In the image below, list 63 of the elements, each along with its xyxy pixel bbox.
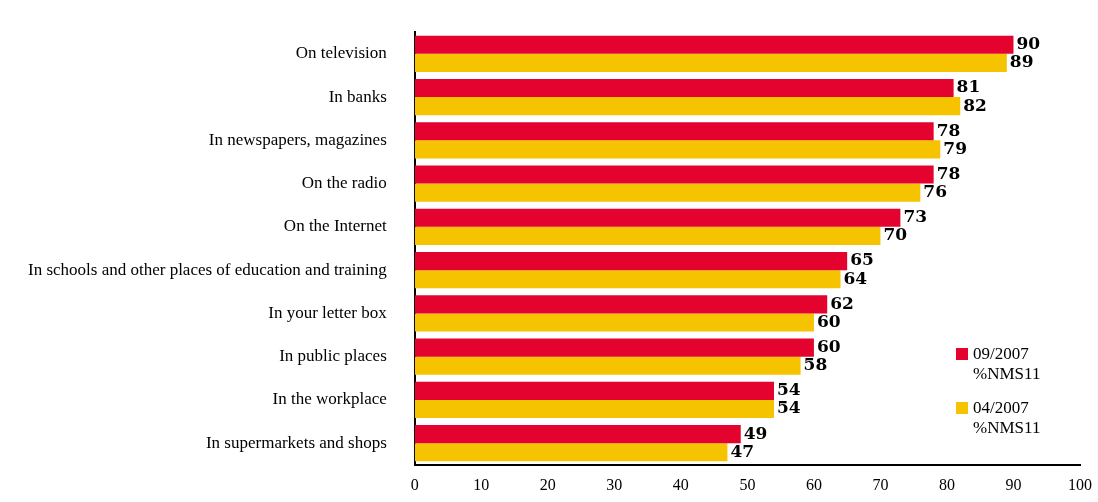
y-tick-label: On television xyxy=(295,43,388,63)
data-label: 58 xyxy=(803,354,828,375)
bar xyxy=(414,78,954,98)
bar xyxy=(414,226,881,246)
bar xyxy=(414,270,841,289)
data-label: 89 xyxy=(1009,51,1034,72)
x-tick-label: 50 xyxy=(739,475,756,493)
data-label: 81 xyxy=(956,76,981,97)
y-tick-label: In newspapers, magazines xyxy=(208,129,387,149)
data-label: 65 xyxy=(850,249,874,270)
x-tick-label: 30 xyxy=(606,475,623,493)
data-label: 78 xyxy=(936,119,961,140)
bar xyxy=(414,381,774,400)
data-label: 76 xyxy=(923,181,948,202)
data-label: 60 xyxy=(816,335,841,356)
y-tick-label: In schools and other places of education and training xyxy=(28,259,388,279)
bar xyxy=(414,338,814,357)
bar xyxy=(414,399,774,419)
data-label: 79 xyxy=(943,137,967,158)
data-label: 73 xyxy=(903,206,928,227)
y-tick-label: On the Internet xyxy=(283,216,388,236)
x-tick-label: 0 xyxy=(410,475,419,493)
data-label: 82 xyxy=(963,94,987,115)
data-label: 70 xyxy=(883,224,908,245)
bar xyxy=(414,122,934,141)
x-tick-label: 10 xyxy=(473,475,490,493)
data-label: 54 xyxy=(777,379,801,400)
bar xyxy=(414,443,728,462)
y-tick-label: In the workplace xyxy=(272,389,387,409)
x-tick-label: 70 xyxy=(872,475,889,493)
data-label: 49 xyxy=(743,422,768,443)
bar xyxy=(414,356,801,375)
data-label: 62 xyxy=(830,292,854,313)
bar xyxy=(414,165,934,184)
x-tick-label: 90 xyxy=(1005,475,1022,493)
y-tick-label: In your letter box xyxy=(268,302,388,322)
y-tick-label: In banks xyxy=(328,86,387,106)
y-tick-label: On the radio xyxy=(301,173,387,193)
bar xyxy=(414,208,901,227)
bar xyxy=(414,313,814,332)
bar xyxy=(414,183,921,202)
bar xyxy=(414,295,828,314)
bar xyxy=(414,97,961,116)
legend-label: 04/2007 %NMS11 xyxy=(973,398,1042,438)
bar xyxy=(414,140,941,159)
data-label: 64 xyxy=(843,267,868,288)
data-label: 47 xyxy=(730,440,755,461)
x-tick-label: 20 xyxy=(539,475,556,493)
x-tick-label: 80 xyxy=(938,475,955,493)
x-tick-label: 100 xyxy=(1068,475,1092,493)
bar xyxy=(414,425,741,444)
bar xyxy=(414,35,1014,54)
data-label: 90 xyxy=(1016,33,1041,54)
x-tick-label: 40 xyxy=(672,475,689,493)
x-tick-label: 60 xyxy=(805,475,822,493)
data-label: 60 xyxy=(816,310,841,331)
bar xyxy=(414,251,848,271)
data-label: 54 xyxy=(777,397,801,418)
legend-label: 09/2007 %NMS11 xyxy=(973,344,1042,384)
y-tick-label: In supermarkets and shops xyxy=(205,432,387,452)
bar xyxy=(414,53,1007,72)
y-tick-label: In public places xyxy=(279,346,387,366)
data-label: 78 xyxy=(936,162,961,183)
